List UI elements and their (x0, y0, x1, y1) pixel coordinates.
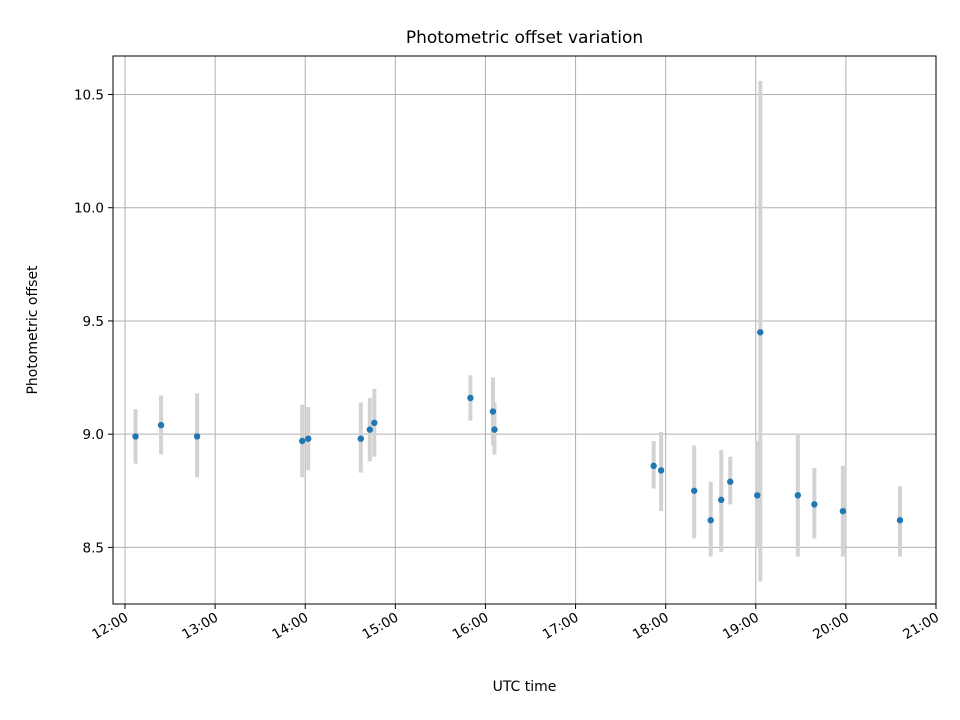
data-point (299, 437, 306, 445)
y-tick-label: 10.0 (74, 201, 104, 217)
data-point (650, 462, 657, 470)
y-axis-label: Photometric offset (25, 265, 41, 395)
data-point (754, 492, 761, 499)
data-point (794, 492, 802, 499)
y-axis-ticks: 8.5 9.0 9.5 10.0 10.5 (74, 87, 113, 556)
data-point (467, 394, 474, 402)
data-point (489, 408, 497, 415)
data-point (691, 487, 698, 494)
data-point (305, 435, 312, 442)
y-tick-label: 8.5 (83, 540, 104, 556)
data-point (657, 467, 665, 474)
plot-frame (112, 55, 937, 605)
data-point (896, 517, 904, 524)
data-point (707, 517, 714, 524)
chart-title: Photometric offset variation (406, 28, 643, 48)
data-point (718, 496, 725, 504)
data-point (811, 501, 818, 508)
y-tick-label: 10.5 (74, 87, 104, 103)
data-point (371, 419, 378, 427)
data-point (491, 426, 498, 433)
x-axis-label: UTC time (493, 679, 557, 695)
data-points (132, 329, 904, 524)
data-point (193, 433, 201, 440)
data-point (357, 435, 365, 442)
data-point (366, 426, 374, 433)
data-point (839, 507, 847, 515)
data-point (757, 329, 764, 336)
data-point (727, 478, 734, 485)
data-point (132, 433, 139, 440)
data-point (157, 421, 165, 429)
y-tick-label: 9.0 (83, 427, 104, 443)
y-tick-label: 9.5 (83, 314, 104, 330)
